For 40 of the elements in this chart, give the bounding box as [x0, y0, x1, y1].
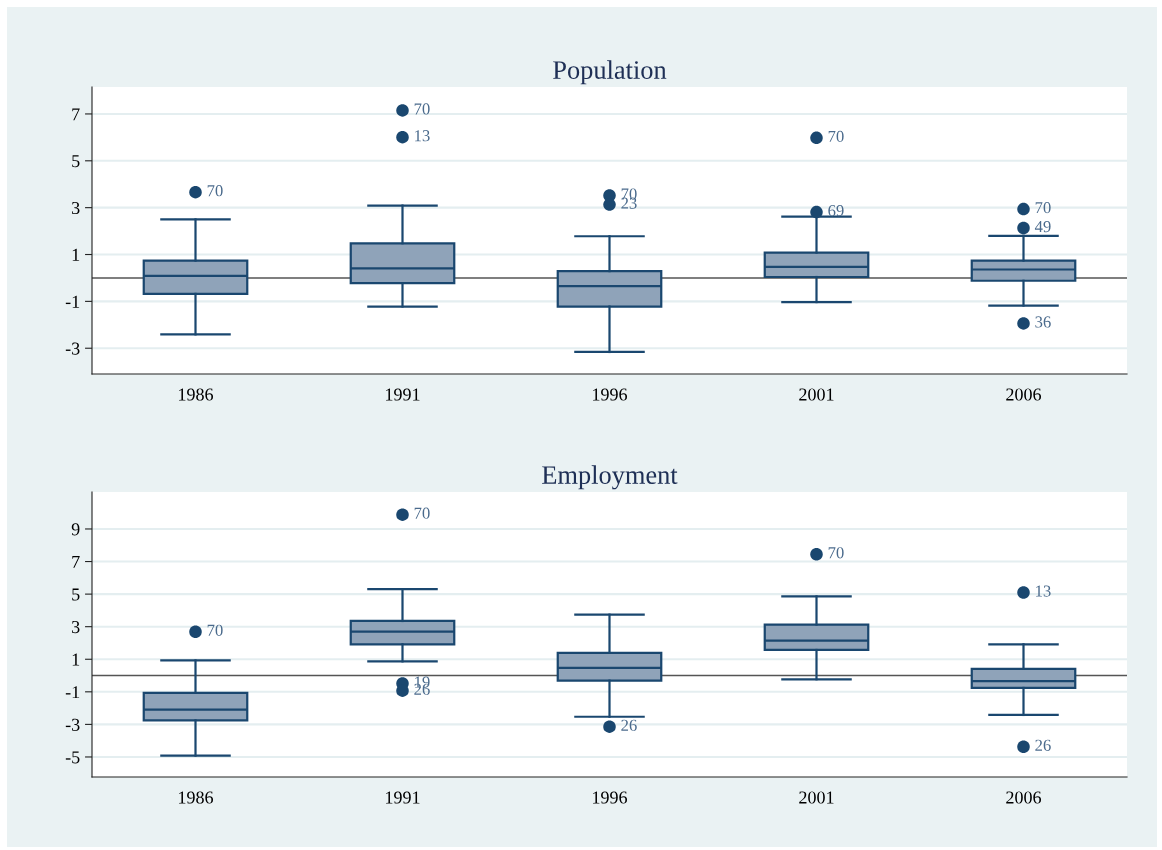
- x-tick-label: 1996: [593, 388, 628, 401]
- y-tick-label: -1: [65, 295, 80, 308]
- x-tick-label: 2001: [799, 791, 834, 804]
- y-tick-label: 1: [72, 248, 80, 261]
- y-tick-label: 5: [72, 155, 80, 168]
- annotation: 70: [207, 624, 223, 636]
- y-tick-label: 9: [71, 523, 80, 536]
- annotation: 70: [207, 185, 223, 197]
- annotation: 13: [415, 130, 430, 142]
- annotation: 70: [828, 130, 844, 143]
- annotation: 70: [1035, 201, 1051, 214]
- annotation: 26: [1035, 739, 1051, 751]
- x-tick-label: 1996: [593, 791, 628, 804]
- chart-title: Population: [553, 60, 667, 85]
- annotation: 26: [621, 719, 637, 731]
- annotation: 69: [828, 205, 844, 217]
- x-tick-label: 1991: [386, 791, 420, 804]
- y-tick-label: 1: [72, 653, 80, 666]
- x-tick-label: 2001: [799, 388, 834, 401]
- x-tick-label: 1991: [386, 388, 420, 401]
- y-tick-label: -3: [65, 718, 80, 731]
- y-tick-label: 7: [72, 555, 80, 568]
- y-tick-label: 3: [72, 201, 80, 215]
- annotation: 70: [828, 547, 844, 559]
- annotation: 36: [1035, 316, 1051, 328]
- y-tick-label: -1: [65, 686, 80, 699]
- annotation: 70: [414, 507, 430, 519]
- y-tick-label: 7: [72, 108, 80, 121]
- x-tick-label: 1986: [179, 388, 214, 401]
- annotation: 13: [1036, 585, 1051, 597]
- annotation: 49: [1034, 221, 1051, 233]
- x-tick-label: 2006: [1006, 791, 1042, 804]
- x-tick-label: 2006: [1006, 388, 1042, 401]
- y-tick-label: -5: [65, 751, 80, 764]
- chart-title: Employment: [542, 465, 678, 490]
- y-tick-label: -3: [65, 342, 80, 355]
- y-tick-label: 5: [72, 588, 80, 601]
- annotation: 70: [414, 103, 430, 115]
- y-tick-label: 3: [72, 620, 80, 634]
- x-tick-label: 1986: [179, 791, 214, 804]
